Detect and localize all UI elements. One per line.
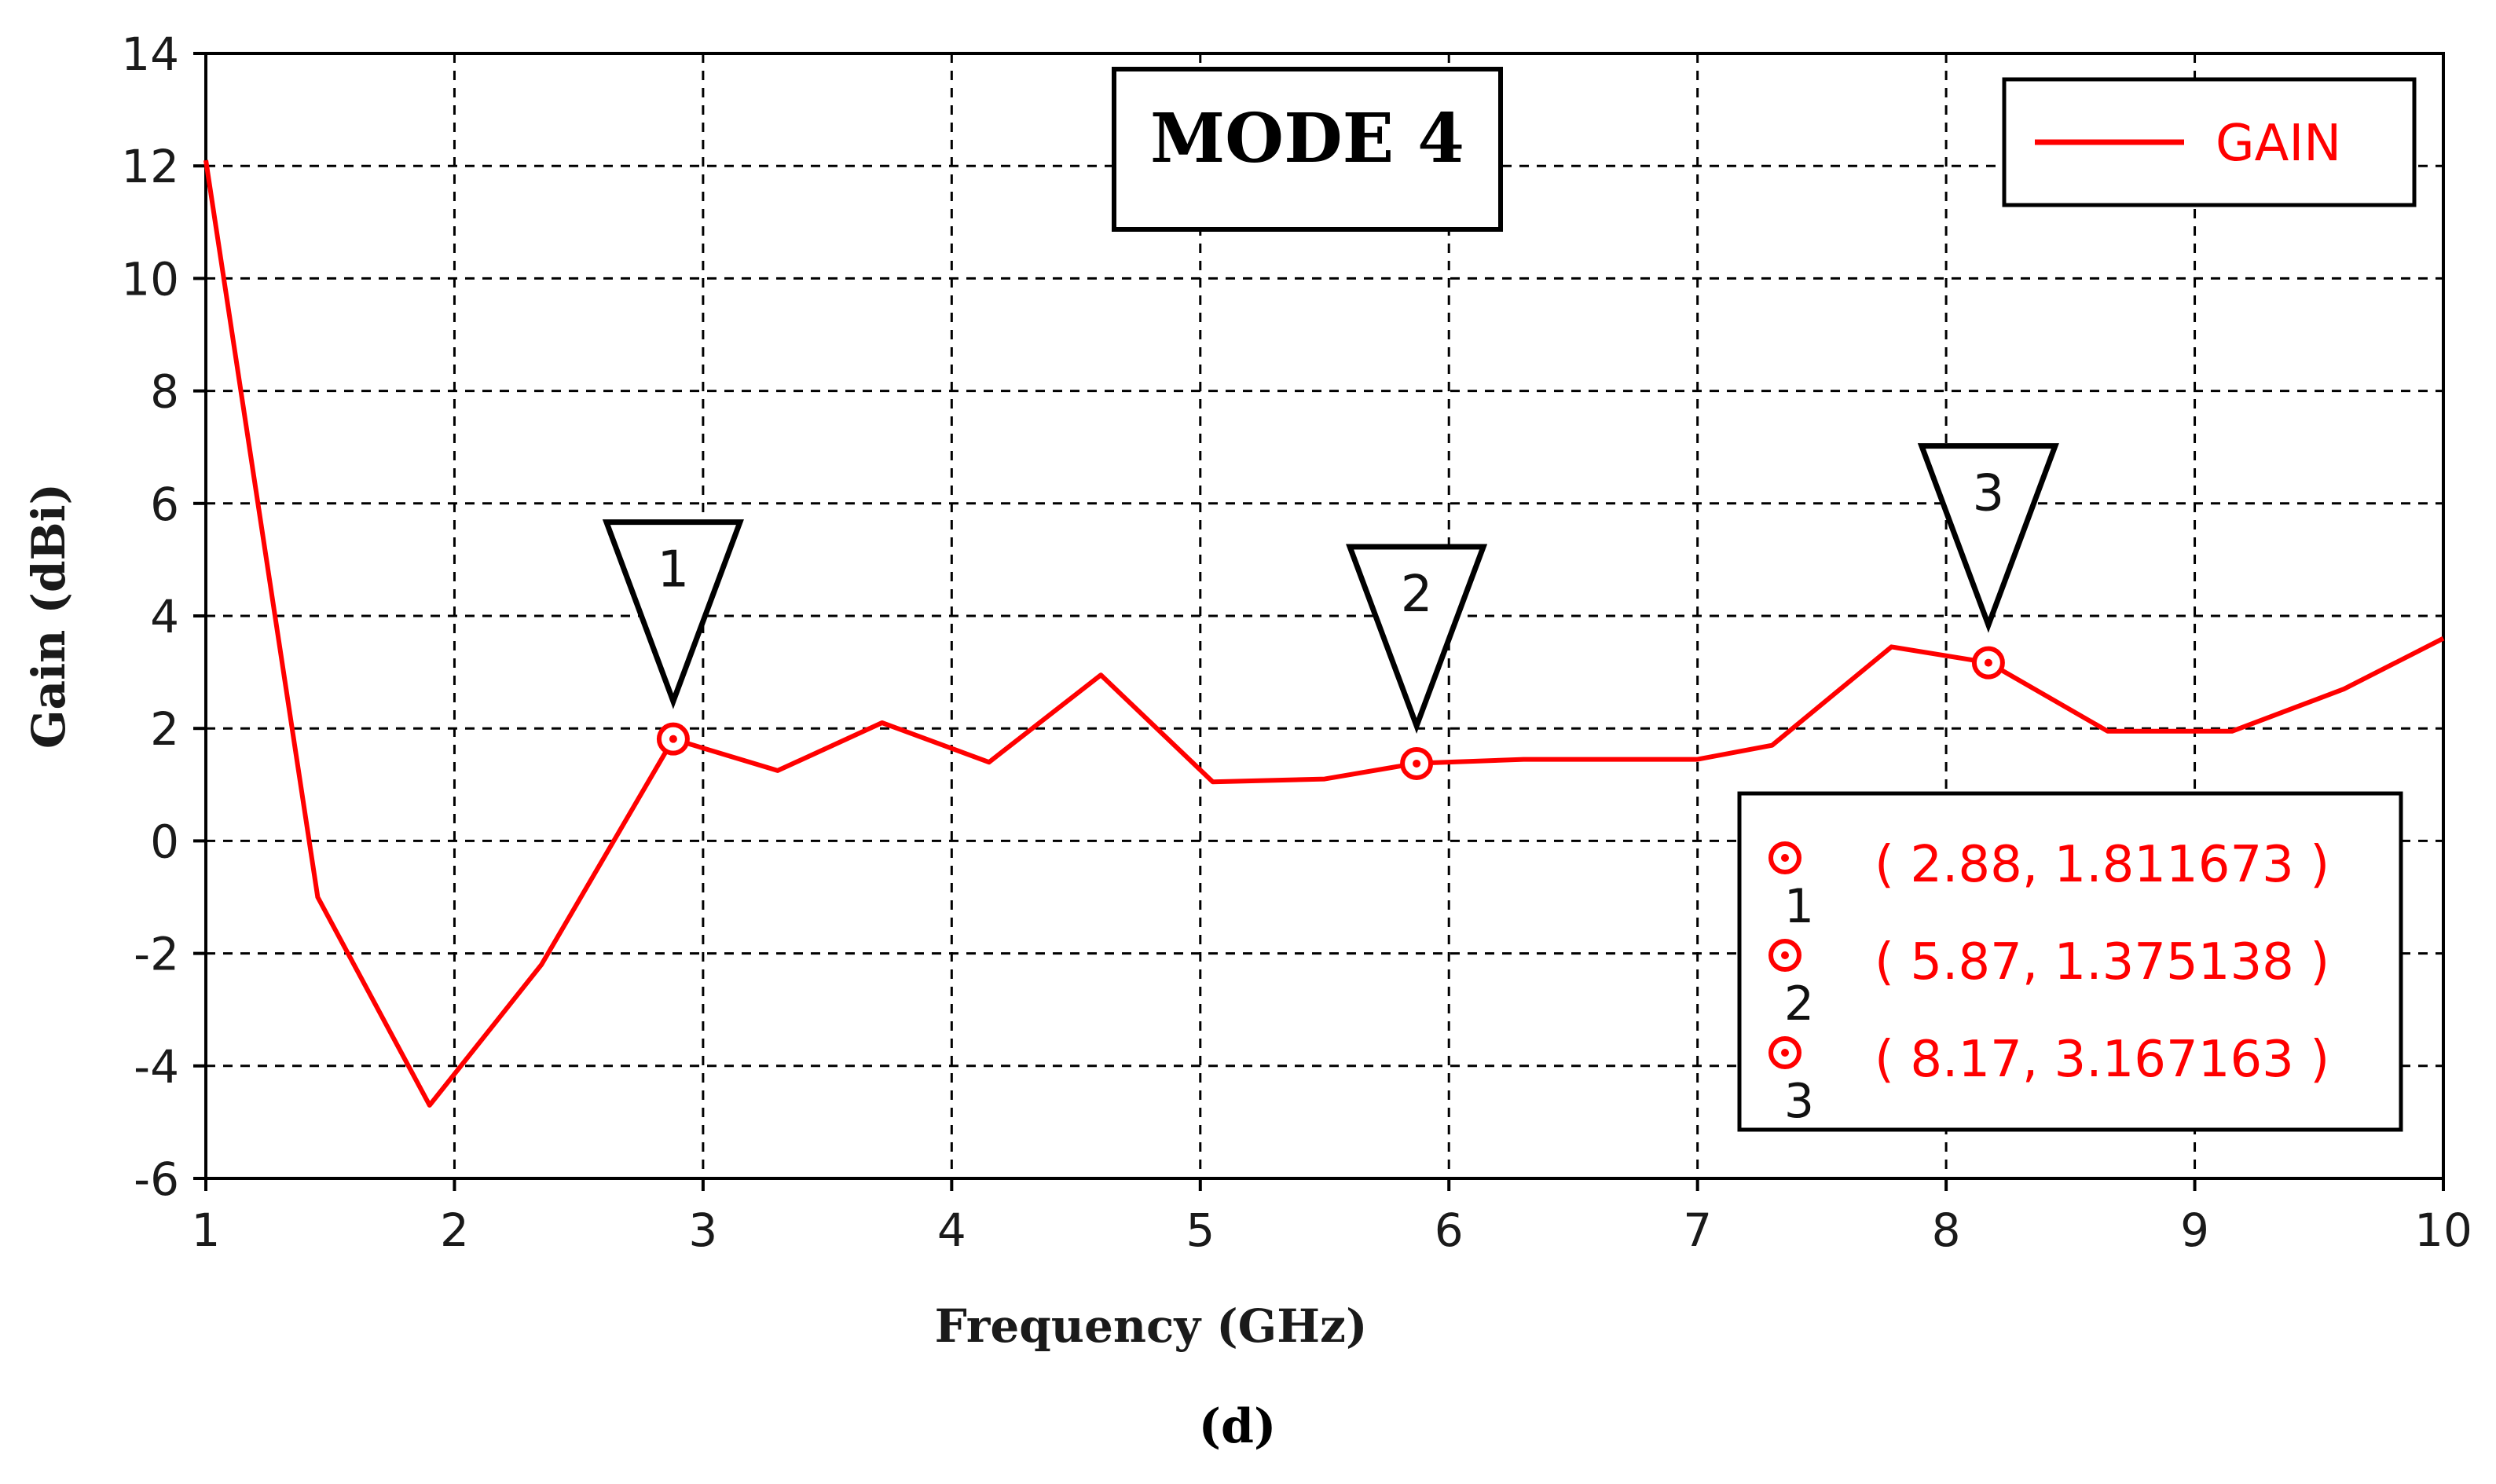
y-tick-label: 4 <box>150 590 179 643</box>
x-tick-label: 10 <box>2414 1204 2472 1257</box>
marker-layer: 1 2 3 <box>602 443 2059 780</box>
x-tick-label: 9 <box>2180 1204 2209 1257</box>
series-line-gain <box>203 159 2445 1108</box>
readout-marker-icon-dot <box>1781 1049 1789 1057</box>
marker-1: 1 <box>602 519 744 756</box>
readout-row-3: 3 ( 8.17, 3.167163 ) <box>1768 1031 2329 1129</box>
legend-label-gain: GAIN <box>2216 115 2341 173</box>
y-tick-label: -4 <box>134 1040 179 1094</box>
readout-value: ( 2.88, 1.811673 ) <box>1875 836 2329 894</box>
x-axis-label: Frequency (GHz) <box>935 1299 1368 1353</box>
x-tick-label: 5 <box>1186 1204 1215 1257</box>
marker-2: 2 <box>1346 544 1488 780</box>
readout-marker-icon-dot <box>1781 951 1789 959</box>
readout-row-1: 1 ( 2.88, 1.811673 ) <box>1768 836 2329 934</box>
legend: GAIN <box>2002 77 2417 207</box>
y-tick-label: 2 <box>150 702 179 756</box>
marker-callout-3 <box>1917 443 2059 633</box>
y-tick-label: 0 <box>150 815 179 868</box>
chart-title: MODE 4 <box>1150 99 1464 178</box>
marker-callout-2 <box>1346 544 1488 734</box>
y-tick-label: -2 <box>134 928 179 981</box>
y-tick-label: 14 <box>121 27 179 81</box>
readout-index: 2 <box>1784 977 1814 1031</box>
y-tick-label: 8 <box>150 365 179 419</box>
readout-value: ( 8.17, 3.167163 ) <box>1875 1031 2329 1089</box>
marker-callout-label: 3 <box>1973 465 2005 523</box>
y-tick-label: 6 <box>150 478 179 531</box>
readout-value: ( 5.87, 1.375138 ) <box>1875 933 2329 991</box>
marker-point-dot-1 <box>669 735 677 743</box>
readout-index: 3 <box>1784 1074 1814 1129</box>
title-box: MODE 4 <box>1112 67 1503 232</box>
readout-row-2: 2 ( 5.87, 1.375138 ) <box>1768 933 2329 1031</box>
marker-callout-1 <box>602 519 744 709</box>
marker-readout-table: 1 ( 2.88, 1.811673 ) 2 ( 5.87, 1.375138 ) 3 (… <box>1737 791 2403 1132</box>
marker-callout-label: 2 <box>1401 566 1433 624</box>
marker-point-dot-3 <box>1984 658 1992 667</box>
x-tick-label: 6 <box>1435 1204 1464 1257</box>
figure-caption: (d) <box>1199 1399 1277 1454</box>
y-tick-label: 12 <box>121 140 179 193</box>
marker-point-dot-2 <box>1413 759 1421 768</box>
y-tick-label: -6 <box>134 1152 179 1206</box>
x-tick-label: 2 <box>440 1204 469 1257</box>
readout-index: 1 <box>1784 879 1814 934</box>
marker-3: 3 <box>1917 443 2059 680</box>
readout-marker-icon-dot <box>1781 854 1789 862</box>
x-tick-label: 3 <box>688 1204 717 1257</box>
y-axis-label: Gain (dBi) <box>22 483 75 749</box>
y-tick-label: 10 <box>121 252 179 306</box>
x-tick-label: 1 <box>192 1204 221 1257</box>
x-tick-label: 4 <box>937 1204 966 1257</box>
x-tick-label: 8 <box>1932 1204 1961 1257</box>
series-layer <box>203 159 2445 1108</box>
x-tick-label: 7 <box>1683 1204 1712 1257</box>
marker-callout-label: 1 <box>658 541 690 599</box>
